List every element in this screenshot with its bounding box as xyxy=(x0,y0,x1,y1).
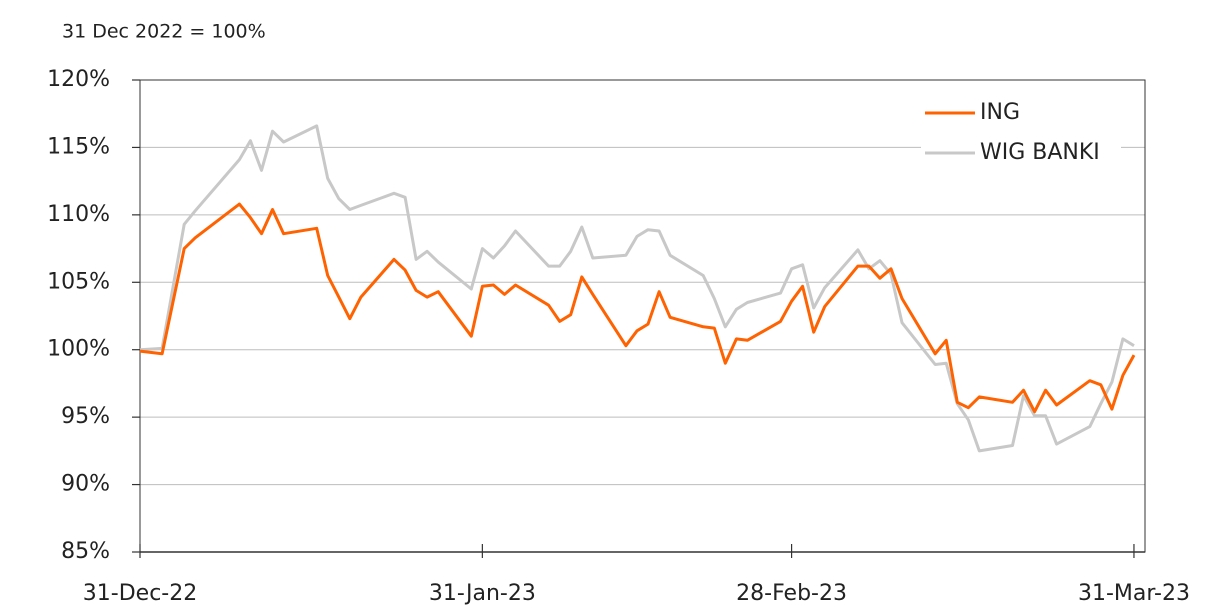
x-tick-label: 31-Dec-22 xyxy=(83,581,197,606)
y-tick-label: 105% xyxy=(47,269,110,294)
legend-label: WIG BANKI xyxy=(980,140,1100,165)
x-tick-label: 28-Feb-23 xyxy=(736,581,847,606)
y-tick-label: 110% xyxy=(47,202,110,227)
y-tick-label: 85% xyxy=(61,539,110,564)
x-tick-label: 31-Mar-23 xyxy=(1078,581,1190,606)
y-tick-label: 120% xyxy=(47,67,110,92)
y-tick-label: 115% xyxy=(47,134,110,159)
y-tick-label: 90% xyxy=(61,472,110,497)
legend-label: ING xyxy=(980,100,1020,125)
series-line xyxy=(139,124,1135,453)
x-tick-label: 31-Jan-23 xyxy=(429,581,536,606)
chart-subtitle: 31 Dec 2022 = 100% xyxy=(62,21,266,43)
y-tick-label: 95% xyxy=(61,404,110,429)
series-line xyxy=(139,202,1136,414)
y-tick-label: 100% xyxy=(47,337,110,362)
